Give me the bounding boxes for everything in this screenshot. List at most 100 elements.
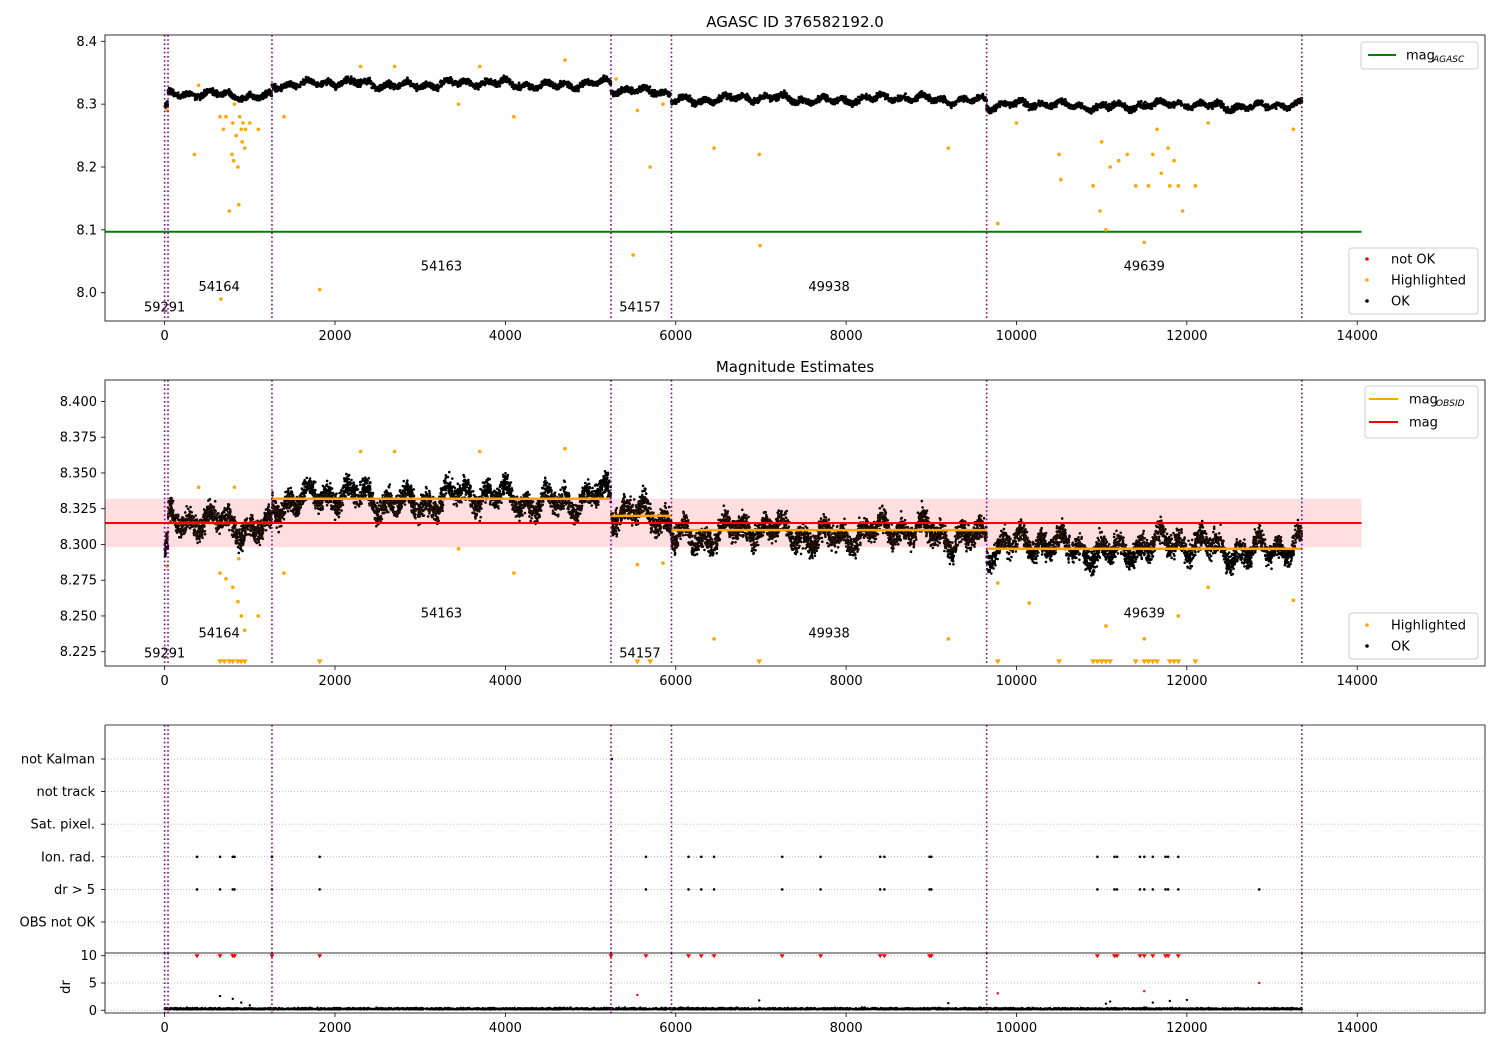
- offscale-marker: [241, 659, 248, 665]
- highlighted-point: [1014, 121, 1019, 125]
- flag-point: [819, 888, 822, 891]
- panel-magnitude-estimates: 59291 54164 54163 54157 49938 49639 0 2000 4000 6…: [60, 358, 1486, 689]
- highlighted-point: [456, 546, 461, 551]
- highlighted-point: [192, 152, 197, 157]
- highlighted-point: [1176, 184, 1181, 188]
- highlighted-point: [224, 576, 228, 581]
- dr-red-point: [1143, 989, 1146, 993]
- highlighted-point: [232, 485, 237, 490]
- dr-clipped-marker: [231, 954, 237, 959]
- highlighted-point: [456, 102, 461, 106]
- obsid-label: 49639: [1124, 260, 1165, 275]
- dr-clipped-marker: [1137, 954, 1143, 959]
- highlighted-point: [230, 152, 234, 157]
- highlighted-point: [230, 121, 235, 125]
- offscale-marker: [1107, 659, 1114, 665]
- highlighted-point: [232, 102, 237, 106]
- dr-point: [218, 994, 222, 998]
- x-tick-label: 6000: [659, 1021, 692, 1036]
- offscale-marker: [229, 659, 236, 665]
- offscale-marker: [994, 659, 1001, 665]
- panel-agasc: 59291 54164 54163 54157 49938 49639 0 2000 4000 6…: [76, 13, 1486, 344]
- x-tick-label: 10000: [996, 329, 1037, 344]
- x-tick-label: 2000: [318, 674, 351, 689]
- highlighted-point: [995, 221, 1000, 226]
- highlighted-point: [1291, 127, 1296, 132]
- ok-points-dense: [164, 493, 1303, 553]
- offscale-marker: [1102, 659, 1109, 665]
- highlighted-point: [282, 571, 286, 575]
- highlighted-point: [236, 556, 241, 561]
- offscale-marker: [217, 659, 223, 665]
- x-tick-label: 12000: [1166, 1021, 1207, 1036]
- flag-point: [699, 888, 703, 891]
- highlighted-point: [1206, 121, 1210, 125]
- highlighted-point: [1159, 171, 1164, 176]
- y-tick-label: 8.2: [76, 161, 97, 176]
- highlighted-point: [1206, 585, 1210, 590]
- flag-point: [929, 888, 933, 891]
- highlighted-point: [478, 64, 482, 69]
- highlighted-point: [243, 127, 248, 132]
- flag-point: [1138, 888, 1142, 891]
- highlighted-point: [1180, 209, 1185, 213]
- offscale-marker: [756, 659, 763, 665]
- flag-point: [1257, 888, 1261, 891]
- highlighted-point: [563, 58, 567, 62]
- highlighted-point: [392, 449, 397, 454]
- flag-point: [195, 888, 199, 891]
- obsid-label: 54157: [619, 646, 660, 661]
- highlighted-point: [1176, 614, 1181, 618]
- flag-point: [1164, 855, 1167, 859]
- flag-point: [1113, 855, 1116, 859]
- x-tick-label: 0: [160, 674, 168, 689]
- highlighted-point: [1057, 152, 1061, 157]
- y-tick-label: 8.375: [60, 431, 97, 446]
- legend-marker: [1365, 278, 1369, 282]
- obsid-label: 49938: [808, 280, 849, 295]
- flag-point: [1177, 855, 1180, 859]
- y-tick-label: 8.400: [60, 395, 97, 410]
- highlighted-point: [1155, 127, 1159, 132]
- dr-point: [248, 1004, 252, 1007]
- offscale-marker: [1192, 659, 1199, 665]
- flag-point: [233, 855, 236, 859]
- y-tick-label: 8.3: [76, 98, 97, 113]
- flag-point: [1164, 888, 1167, 891]
- highlighted-point: [1104, 624, 1108, 628]
- dr-points: [163, 1006, 1303, 1011]
- highlighted-point: [661, 102, 665, 106]
- category-label: OBS not OK: [20, 916, 96, 931]
- y-tick-label: 8.225: [60, 645, 97, 660]
- x-tick-label: 12000: [1166, 329, 1207, 344]
- highlighted-point: [563, 446, 567, 451]
- obsid-label: 54164: [198, 626, 239, 641]
- x-tick-label: 10000: [996, 674, 1037, 689]
- highlighted-point: [635, 108, 640, 113]
- dr-clipped-marker: [877, 954, 883, 959]
- plot-area-top: 59291 54164 54163 54157 49938 49639: [105, 35, 1362, 321]
- highlighted-point: [236, 202, 241, 207]
- highlighted-point: [239, 127, 244, 132]
- dr-point: [1185, 998, 1189, 1002]
- obsid-label: 49938: [808, 626, 849, 641]
- flag-point: [780, 855, 784, 859]
- flag-point: [644, 855, 648, 859]
- legend-lower: not OK Highlighted OK: [1348, 247, 1479, 315]
- flag-point: [1151, 855, 1155, 859]
- offscale-marker: [1056, 659, 1063, 665]
- legend-subscript: AGASC: [1432, 55, 1465, 65]
- highlighted-point: [1058, 177, 1063, 182]
- flag-point: [1096, 888, 1099, 891]
- highlighted-point: [1027, 601, 1032, 605]
- y-tick-label: 8.4: [76, 35, 97, 50]
- dr-point: [1151, 1001, 1154, 1004]
- offscale-marker: [1175, 659, 1182, 665]
- dr-point: [758, 999, 761, 1002]
- highlighted-point: [237, 114, 242, 119]
- panel-flags: not Kalman not track Sat. pixel. Ion. rad. d…: [20, 724, 1486, 953]
- x-tick-label: 6000: [659, 674, 692, 689]
- dr-point: [1168, 999, 1172, 1003]
- offscale-marker: [1132, 659, 1139, 665]
- dr-clipped-marker: [1094, 954, 1100, 959]
